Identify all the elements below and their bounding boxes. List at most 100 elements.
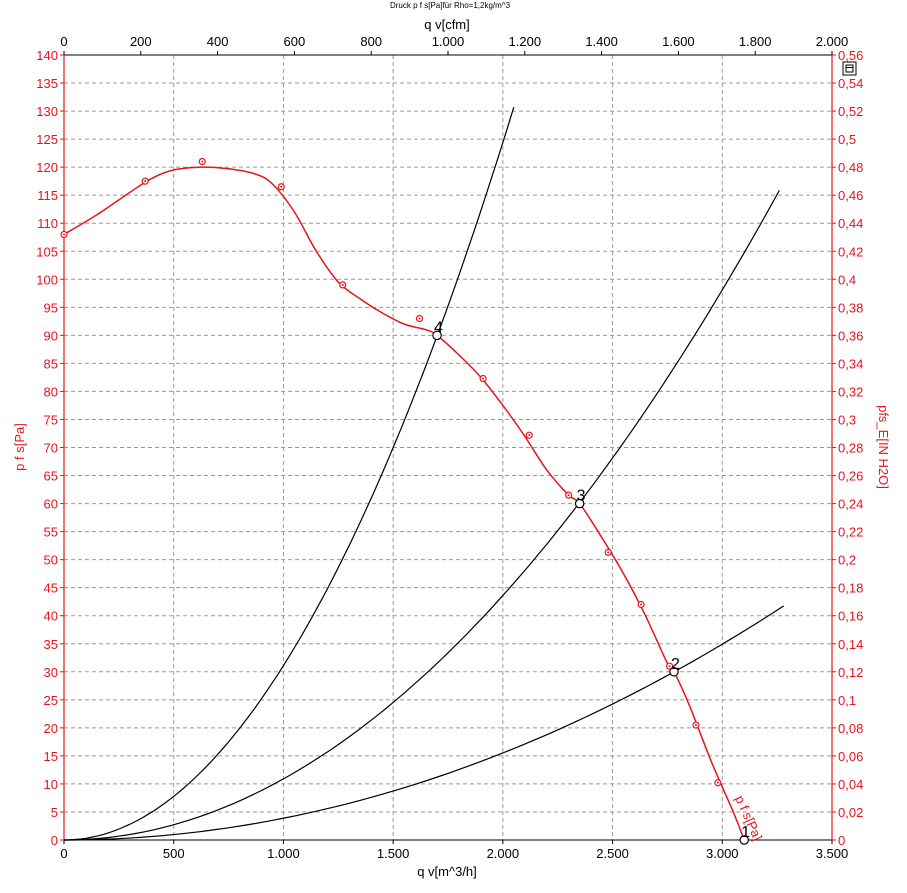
system-curve-2 (64, 605, 785, 841)
y-right-tick-label: 0,46 (838, 188, 863, 203)
y-tick-label: 140 (36, 48, 58, 63)
x-axis-label: q v[m^3/h] (417, 864, 477, 879)
y-tick-label: 70 (44, 441, 58, 456)
fan-curve-marker-dot (482, 377, 485, 380)
x-tick-label: 500 (163, 846, 185, 861)
fan-curve-marker-dot (607, 551, 610, 554)
y-right-tick-label: 0,54 (838, 76, 863, 91)
system-curves (63, 107, 785, 841)
fan-curve-marker-dot (201, 160, 204, 163)
y-tick-label: 40 (44, 609, 58, 624)
fan-curve-marker-dot (640, 603, 643, 606)
x-top-tick-label: 1.600 (662, 34, 695, 49)
fan-curve-marker-dot (63, 233, 65, 236)
fan-curve-marker-dot (144, 180, 147, 183)
y-tick-label: 115 (37, 188, 58, 203)
x-top-tick-label: 1.000 (432, 34, 465, 49)
y-tick-label: 60 (44, 497, 58, 512)
x-tick-label: 2.500 (596, 846, 629, 861)
x-top-tick-label: 2.000 (816, 34, 849, 49)
y-right-axis-label: pfs_E[IN H2O] (876, 405, 891, 489)
y-tick-label: 0 (51, 833, 58, 848)
x-tick-label: 2.000 (487, 846, 520, 861)
y-tick-label: 75 (44, 412, 58, 427)
y-tick-label: 35 (44, 637, 58, 652)
y-tick-label: 120 (36, 160, 58, 175)
x-top-tick-label: 600 (284, 34, 306, 49)
y-right-tick-label: 0,22 (838, 525, 863, 540)
y-right-tick-label: 0,1 (838, 693, 856, 708)
y-right-tick-label: 0,28 (838, 441, 863, 456)
y-tick-label: 30 (44, 665, 58, 680)
y-right-tick-label: 0,16 (838, 609, 863, 624)
fan-curve-marker-dot (341, 283, 344, 286)
y-right-tick-label: 0,34 (838, 356, 863, 371)
y-right-tick-label: 0,2 (838, 553, 856, 568)
operating-point-2 (669, 666, 679, 677)
x-top-tick-label: 200 (130, 34, 152, 49)
fan-curve-marker-dot (694, 724, 697, 727)
y-right-tick-label: 0,04 (838, 777, 863, 792)
y-tick-label: 100 (36, 272, 58, 287)
y-right-tick-label: 0,36 (838, 328, 863, 343)
x-top-axis-label: q v[cfm] (424, 17, 470, 32)
operating-points: 4 3 2 1 (432, 319, 750, 845)
y-right-tick-label: 0 (838, 833, 845, 848)
x-top-tick-label: 1.400 (585, 34, 618, 49)
y-right-tick-label: 0,08 (838, 721, 863, 736)
y-tick-label: 20 (44, 721, 58, 736)
y-tick-label: 80 (44, 384, 58, 399)
y-tick-label: 50 (44, 553, 58, 568)
y-tick-label: 110 (37, 216, 58, 231)
operating-point-4 (432, 330, 442, 341)
system-curve-3 (63, 190, 780, 841)
y-right-tick-label: 0,56 (838, 48, 863, 63)
y-right-tick-label: 0,38 (838, 300, 863, 315)
y-tick-label: 65 (44, 469, 58, 484)
y-right-tick-label: 0,48 (838, 160, 863, 175)
operating-point-label: 3 (577, 488, 586, 505)
y-right-tick-label: 0,18 (838, 581, 863, 596)
fan-curve-marker-dot (418, 317, 421, 320)
y-tick-label: 25 (44, 693, 58, 708)
y-tick-label: 125 (36, 132, 58, 147)
operating-point-label: 2 (671, 656, 680, 673)
chart-title: Druck p f s[Pa]für Rho=1,2kg/m^3 (390, 1, 511, 10)
y-tick-label: 55 (44, 525, 58, 540)
y-right-tick-label: 0,14 (838, 637, 863, 652)
x-tick-label: 1.500 (377, 846, 410, 861)
y-axis-label: p f s[Pa] (12, 423, 27, 471)
x-top-tick-label: 800 (360, 34, 382, 49)
fan-curve-marker-dot (668, 665, 671, 668)
system-curve-4 (63, 107, 515, 841)
y-tick-label: 15 (44, 749, 58, 764)
y-right-tick-label: 0,5 (838, 132, 856, 147)
y-right-tick-label: 0,44 (838, 216, 863, 231)
window-icon[interactable] (842, 61, 857, 76)
y-tick-label: 135 (36, 76, 58, 91)
x-tick-label: 3.500 (816, 846, 849, 861)
y-tick-label: 45 (44, 581, 58, 596)
y-tick-label: 5 (51, 805, 58, 820)
y-tick-label: 85 (44, 356, 58, 371)
x-top-tick-label: 1.200 (509, 34, 542, 49)
fan-curve-marker-dot (716, 781, 719, 784)
x-tick-label: 0 (60, 846, 67, 861)
y-right-tick-label: 0,06 (838, 749, 863, 764)
y-right-tick-label: 0,42 (838, 244, 863, 259)
y-right-tick-label: 0,52 (838, 104, 863, 119)
y-right-tick-label: 0,3 (838, 412, 856, 427)
y-tick-label: 10 (44, 777, 58, 792)
fan-curve: p f s[Pa] (60, 157, 765, 843)
fan-curve-marker-dot (567, 494, 570, 497)
x-tick-label: 3.000 (706, 846, 739, 861)
y-right-tick-label: 0,24 (838, 497, 863, 512)
y-right-tick-label: 0,4 (838, 272, 856, 287)
operating-point-label: 1 (741, 824, 750, 841)
y-tick-label: 95 (44, 300, 58, 315)
grid (64, 55, 832, 840)
operating-point-3 (574, 498, 585, 509)
operating-point-1 (739, 835, 750, 845)
